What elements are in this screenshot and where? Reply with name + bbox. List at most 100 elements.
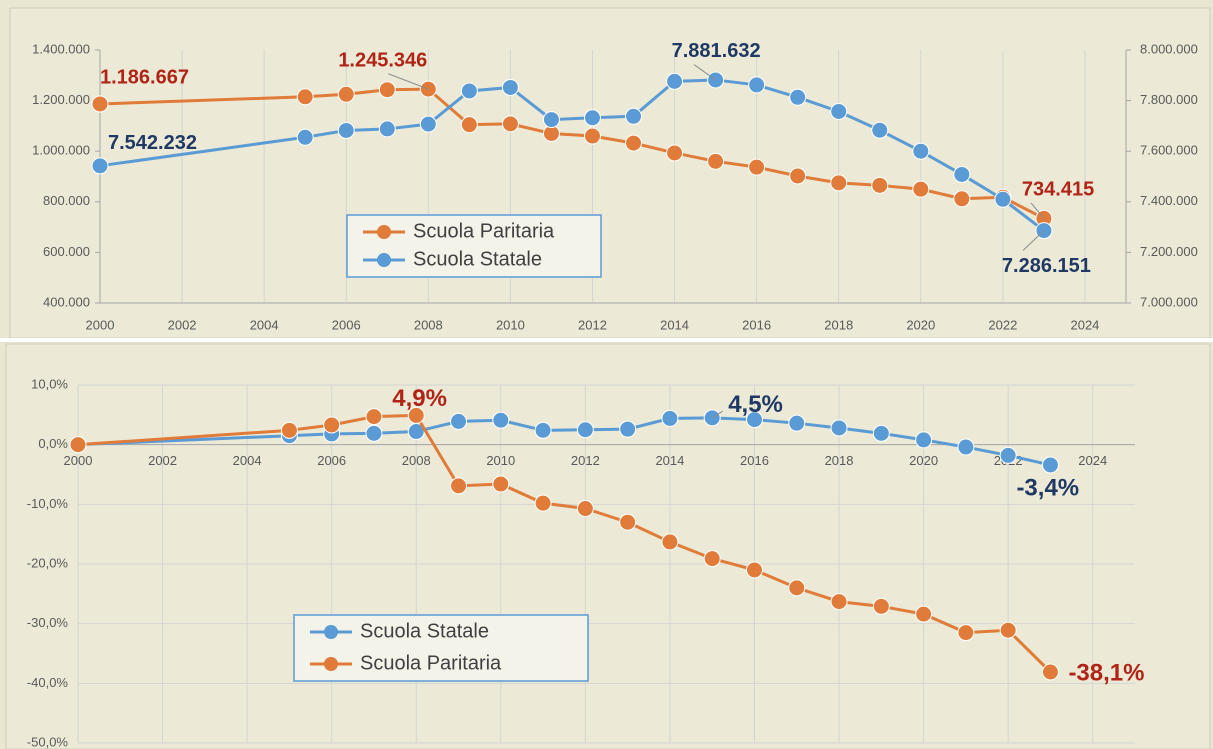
legend-label: Scuola Statale bbox=[413, 248, 542, 270]
y-tick-label: 10,0% bbox=[31, 376, 68, 391]
data-point bbox=[707, 152, 725, 170]
data-label: 7.542.232 bbox=[108, 132, 197, 154]
data-point bbox=[871, 121, 889, 139]
data-point bbox=[953, 165, 971, 183]
data-point bbox=[830, 102, 848, 120]
x-tick-label: 2018 bbox=[825, 453, 854, 468]
data-point bbox=[789, 167, 807, 185]
y-tick-label: 400.000 bbox=[43, 294, 90, 309]
y-tick-label: -20,0% bbox=[27, 555, 69, 570]
data-point bbox=[450, 477, 468, 495]
x-tick-label: 2002 bbox=[168, 317, 197, 332]
x-tick-label: 2016 bbox=[742, 317, 771, 332]
data-point bbox=[994, 190, 1012, 208]
data-point bbox=[296, 128, 314, 146]
data-label: -38,1% bbox=[1068, 659, 1144, 686]
y-tick-label: -40,0% bbox=[27, 675, 69, 690]
data-point bbox=[745, 411, 763, 429]
data-point bbox=[625, 134, 643, 152]
x-tick-label: 2014 bbox=[655, 453, 684, 468]
data-point bbox=[619, 420, 637, 438]
legend-marker bbox=[324, 625, 338, 639]
y2-tick-label: 7.600.000 bbox=[1140, 143, 1198, 158]
data-label: 734.415 bbox=[1022, 179, 1094, 201]
data-point bbox=[501, 115, 519, 133]
data-label: 4,5% bbox=[728, 391, 783, 418]
data-point bbox=[1041, 663, 1059, 681]
data-label: 4,9% bbox=[392, 385, 447, 412]
data-point bbox=[957, 438, 975, 456]
x-tick-label: 2000 bbox=[64, 453, 93, 468]
x-tick-label: 2020 bbox=[909, 453, 938, 468]
data-point bbox=[69, 436, 87, 454]
data-point bbox=[789, 88, 807, 106]
data-point bbox=[912, 142, 930, 160]
data-point bbox=[407, 406, 425, 424]
leader-line bbox=[1030, 202, 1045, 219]
data-point bbox=[365, 408, 383, 426]
y-tick-label: 1.200.000 bbox=[32, 92, 90, 107]
separator bbox=[0, 338, 1213, 342]
y-tick-label: 0,0% bbox=[38, 436, 68, 451]
data-point bbox=[830, 174, 848, 192]
data-point bbox=[492, 411, 510, 429]
legend-marker bbox=[377, 253, 391, 267]
data-point bbox=[460, 82, 478, 100]
data-point bbox=[661, 409, 679, 427]
data-point bbox=[703, 550, 721, 568]
data-point bbox=[296, 88, 314, 106]
y-tick-label: 1.400.000 bbox=[32, 41, 90, 56]
data-label: -3,4% bbox=[1016, 474, 1079, 501]
data-point bbox=[915, 431, 933, 449]
x-tick-label: 2022 bbox=[988, 317, 1017, 332]
data-point bbox=[378, 81, 396, 99]
data-point bbox=[280, 421, 298, 439]
data-point bbox=[619, 513, 637, 531]
data-point bbox=[576, 500, 594, 518]
data-point bbox=[501, 78, 519, 96]
x-tick-label: 2012 bbox=[578, 317, 607, 332]
y-tick-label: -30,0% bbox=[27, 615, 69, 630]
data-point bbox=[492, 475, 510, 493]
data-point bbox=[661, 533, 679, 551]
top-panel bbox=[9, 7, 1211, 339]
data-point bbox=[748, 76, 766, 94]
x-tick-label: 2012 bbox=[571, 453, 600, 468]
data-point bbox=[1041, 456, 1059, 474]
data-point bbox=[666, 72, 684, 90]
y2-tick-label: 7.400.000 bbox=[1140, 193, 1198, 208]
x-tick-label: 2014 bbox=[660, 317, 689, 332]
x-tick-label: 2002 bbox=[148, 453, 177, 468]
leader-line bbox=[693, 64, 716, 81]
y-tick-label: 800.000 bbox=[43, 193, 90, 208]
legend-label: Scuola Statale bbox=[360, 620, 489, 642]
data-point bbox=[830, 419, 848, 437]
y2-tick-label: 7.800.000 bbox=[1140, 92, 1198, 107]
leader-line bbox=[711, 410, 723, 419]
x-tick-label: 2004 bbox=[250, 317, 279, 332]
data-point bbox=[542, 111, 560, 129]
data-point bbox=[91, 157, 109, 175]
data-point bbox=[999, 621, 1017, 639]
data-point bbox=[872, 597, 890, 615]
data-point bbox=[337, 85, 355, 103]
data-point bbox=[830, 593, 848, 611]
data-label: 7.881.632 bbox=[672, 40, 761, 62]
data-point bbox=[625, 107, 643, 125]
x-tick-label: 2006 bbox=[332, 317, 361, 332]
x-tick-label: 2004 bbox=[233, 453, 262, 468]
data-point bbox=[912, 180, 930, 198]
y-tick-label: -50,0% bbox=[27, 734, 69, 749]
data-point bbox=[915, 605, 933, 623]
data-point bbox=[957, 624, 975, 642]
y-tick-label: -10,0% bbox=[27, 496, 69, 511]
leader-line bbox=[388, 73, 429, 90]
legend-marker bbox=[324, 657, 338, 671]
data-point bbox=[576, 421, 594, 439]
y-tick-label: 600.000 bbox=[43, 244, 90, 259]
x-tick-label: 2018 bbox=[824, 317, 853, 332]
data-point bbox=[745, 561, 763, 579]
y2-tick-label: 8.000.000 bbox=[1140, 41, 1198, 56]
x-tick-label: 2008 bbox=[402, 453, 431, 468]
